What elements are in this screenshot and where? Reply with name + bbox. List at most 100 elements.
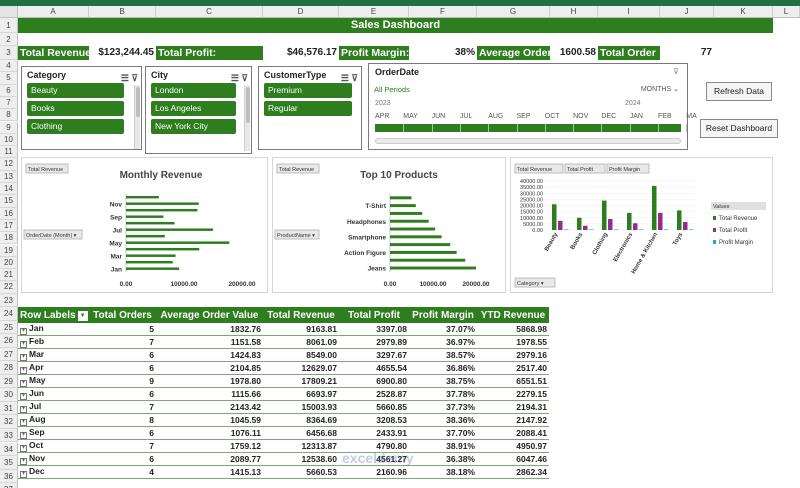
- bar[interactable]: [126, 241, 230, 244]
- column-bar[interactable]: [689, 229, 694, 230]
- column-header[interactable]: H: [550, 6, 598, 18]
- legend-entry[interactable]: Profit Margin: [719, 240, 753, 246]
- column-bar[interactable]: [627, 212, 632, 230]
- column-header[interactable]: D: [263, 6, 339, 18]
- row-label[interactable]: + Jan: [18, 323, 89, 337]
- field-button-value[interactable]: Total Revenue: [276, 163, 320, 174]
- slicer-item-regular[interactable]: Regular: [264, 101, 352, 116]
- field-button-value[interactable]: Total Profit: [564, 163, 606, 174]
- column-bar[interactable]: [677, 210, 682, 230]
- column-bar[interactable]: [583, 225, 588, 230]
- row-label[interactable]: + Mar: [18, 348, 89, 363]
- multi-select-icon[interactable]: ☰: [340, 73, 349, 83]
- field-button-value[interactable]: Total Revenue: [25, 163, 69, 174]
- bar[interactable]: [126, 208, 198, 212]
- row-header[interactable]: 18: [0, 232, 18, 245]
- field-button-axis[interactable]: OrderDate (Month) ▾: [23, 229, 83, 240]
- field-button-value[interactable]: Total Revenue: [514, 163, 564, 174]
- bar[interactable]: [390, 243, 451, 247]
- filter-dropdown-icon[interactable]: ▼: [77, 310, 88, 321]
- multi-select-icon[interactable]: ☰: [120, 73, 129, 83]
- column-bar[interactable]: [602, 200, 607, 230]
- bar[interactable]: [126, 221, 175, 225]
- timeline-month[interactable]: AUG: [488, 113, 504, 120]
- bar[interactable]: [126, 260, 173, 264]
- slicer-city[interactable]: City ☰ ⊽ London Los Angeles New York City: [145, 66, 252, 154]
- expand-icon[interactable]: +: [20, 458, 27, 466]
- clear-filter-icon[interactable]: ⊽: [351, 73, 358, 83]
- bar[interactable]: [126, 254, 176, 257]
- timeline-month[interactable]: DEC: [601, 113, 617, 120]
- row-label[interactable]: + Aug: [18, 413, 89, 428]
- row-header[interactable]: 33: [0, 428, 18, 443]
- row-label[interactable]: + Sep: [18, 426, 89, 441]
- slicer-item-beauty[interactable]: Beauty: [27, 83, 124, 98]
- row-header[interactable]: 29: [0, 374, 18, 389]
- expand-icon[interactable]: +: [20, 393, 27, 401]
- row-header[interactable]: 30: [0, 388, 18, 402]
- chart-monthly-revenue[interactable]: Monthly Revenue Total Revenue OrderDate (M…: [21, 157, 268, 293]
- column-bar[interactable]: [608, 218, 613, 230]
- bar[interactable]: [390, 258, 466, 262]
- bar[interactable]: [390, 250, 457, 254]
- row-header[interactable]: 12: [0, 158, 18, 171]
- row-header[interactable]: 27: [0, 347, 18, 362]
- bar[interactable]: [390, 204, 416, 208]
- row-header[interactable]: 8: [0, 109, 18, 122]
- slicer-category[interactable]: Category ☰ ⊽ Beauty Books Clothing: [21, 66, 142, 150]
- chart-category[interactable]: Total Revenue Total Profit Profit Margin Ca…: [510, 157, 773, 293]
- timeline-period-dropdown[interactable]: MONTHS ⌄: [640, 86, 679, 93]
- bar[interactable]: [126, 228, 214, 231]
- row-label[interactable]: + Nov: [18, 452, 89, 467]
- row-header[interactable]: 14: [0, 183, 18, 196]
- pivot-table[interactable]: Row Labels ▼ Total Orders Average Order Val…: [18, 307, 549, 480]
- bar[interactable]: [126, 234, 165, 238]
- expand-icon[interactable]: +: [20, 471, 27, 479]
- bar[interactable]: [126, 215, 164, 218]
- column-header[interactable]: E: [339, 6, 409, 18]
- column-header[interactable]: J: [660, 6, 714, 18]
- pivot-header-row-labels[interactable]: Row Labels ▼: [18, 307, 89, 323]
- row-header[interactable]: 5: [0, 72, 18, 85]
- select-all-corner[interactable]: [0, 6, 18, 18]
- row-header[interactable]: 16: [0, 207, 18, 220]
- row-header[interactable]: 9: [0, 121, 18, 134]
- bar[interactable]: [126, 195, 159, 199]
- timeline-month[interactable]: MA: [686, 113, 697, 120]
- row-header[interactable]: 13: [0, 170, 18, 183]
- expand-icon[interactable]: +: [20, 341, 27, 349]
- row-header[interactable]: 32: [0, 415, 18, 429]
- timeline-month[interactable]: JAN: [629, 113, 643, 120]
- expand-icon[interactable]: +: [20, 445, 27, 453]
- column-bar[interactable]: [658, 212, 663, 230]
- column-header[interactable]: I: [598, 6, 660, 18]
- timeline-month[interactable]: JUL: [459, 113, 473, 120]
- row-header[interactable]: 1: [0, 18, 18, 33]
- column-header[interactable]: L: [773, 6, 800, 18]
- row-header[interactable]: 25: [0, 320, 18, 335]
- row-header[interactable]: 31: [0, 401, 18, 416]
- field-button-axis[interactable]: Category ▾: [514, 277, 556, 288]
- row-header[interactable]: 15: [0, 195, 18, 208]
- column-bar[interactable]: [577, 217, 582, 230]
- row-header[interactable]: 22: [0, 281, 18, 294]
- row-header[interactable]: 37: [0, 483, 18, 488]
- column-bar[interactable]: [552, 204, 557, 230]
- row-header[interactable]: 35: [0, 456, 18, 470]
- legend-entry[interactable]: Total Revenue: [719, 216, 758, 222]
- row-header[interactable]: 11: [0, 146, 18, 159]
- row-header[interactable]: 34: [0, 442, 18, 457]
- row-label[interactable]: + Feb: [18, 335, 89, 350]
- column-bar[interactable]: [633, 223, 638, 230]
- reset-dashboard-button[interactable]: Reset Dashboard: [700, 119, 778, 138]
- row-header[interactable]: 28: [0, 361, 18, 375]
- expand-icon[interactable]: +: [20, 328, 27, 336]
- chart-top-10-products[interactable]: Top 10 Products Total Revenue ProductName …: [272, 157, 506, 293]
- slicer-item-clothing[interactable]: Clothing: [27, 119, 124, 134]
- field-button-axis[interactable]: ProductName ▾: [274, 229, 320, 240]
- row-header[interactable]: 19: [0, 244, 18, 257]
- timeline-orderdate[interactable]: OrderDate ⊽ All Periods MONTHS ⌄ 2023 20…: [368, 63, 697, 150]
- clear-filter-icon[interactable]: ⊽: [673, 67, 679, 76]
- slicer-item-london[interactable]: London: [151, 83, 236, 98]
- row-label[interactable]: + Jul: [18, 400, 89, 415]
